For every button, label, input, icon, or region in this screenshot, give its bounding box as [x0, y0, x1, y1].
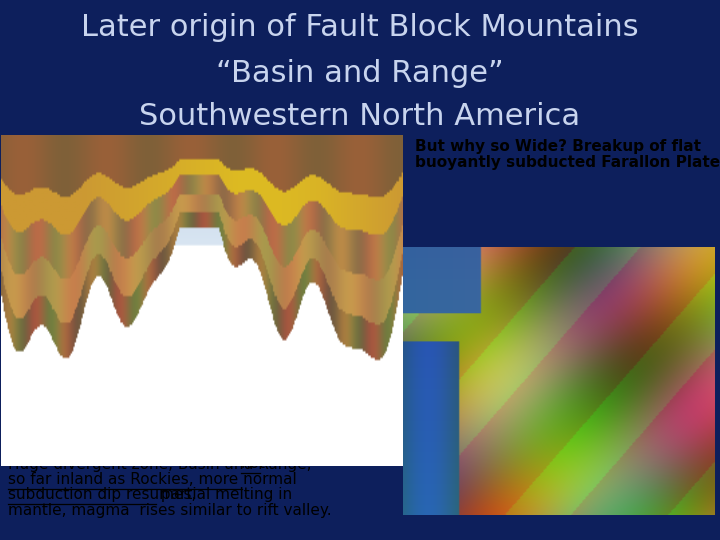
Text: Later origin of Fault Block Mountains: Later origin of Fault Block Mountains	[81, 14, 639, 43]
Text: Southwestern North America: Southwestern North America	[140, 102, 580, 131]
Text: so far inland as Rockies, more normal: so far inland as Rockies, more normal	[8, 472, 297, 487]
Text: Huge divergent zone, Basin and Range,: Huge divergent zone, Basin and Range,	[8, 456, 316, 471]
Text: “Basin and Range”: “Basin and Range”	[216, 59, 504, 88]
Text: buoyantly subducted Farallon Plate?: buoyantly subducted Farallon Plate?	[415, 155, 720, 170]
Text: mantle, magma  rises similar to rift valley.: mantle, magma rises similar to rift vall…	[8, 503, 332, 518]
Text: But why so Wide? Breakup of flat: But why so Wide? Breakup of flat	[415, 139, 701, 154]
Text: not: not	[241, 456, 266, 471]
Text: subduction dip resumes,: subduction dip resumes,	[8, 488, 197, 503]
Text: partial melting in: partial melting in	[156, 488, 292, 503]
